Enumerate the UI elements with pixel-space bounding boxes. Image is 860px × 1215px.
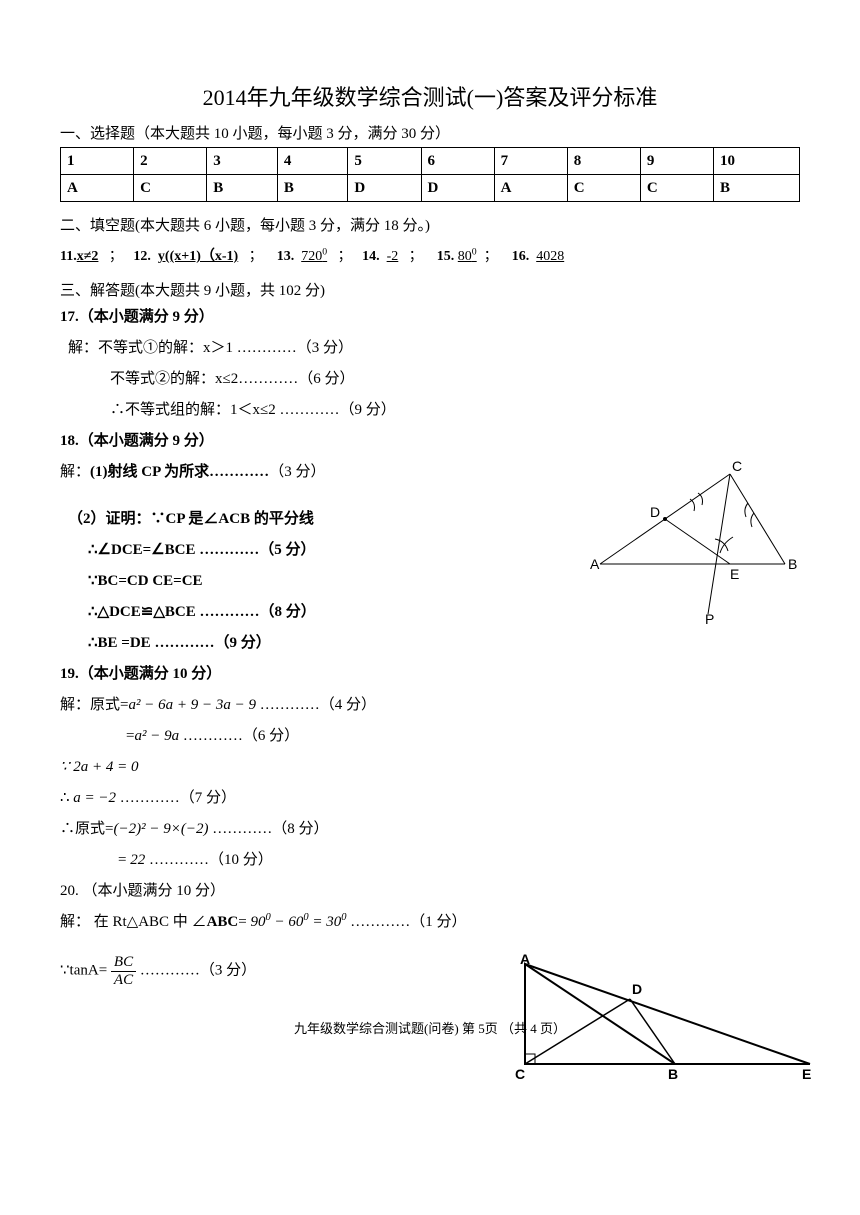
triangle-diagram-icon: A B C D E P	[590, 459, 800, 629]
q20-line: 解： 在 Rt△ABC 中 ∠ABC= 900 − 600 = 300 ……………	[60, 909, 800, 936]
ans-cell: A	[61, 175, 134, 202]
item-num: 15.	[437, 249, 455, 264]
svg-text:C: C	[515, 1066, 525, 1082]
svg-text:A: A	[520, 954, 530, 967]
item-num: 16.	[512, 249, 530, 264]
item-num: 11.	[60, 249, 77, 264]
col-num: 5	[348, 148, 421, 175]
q18-line: ∴BE =DE …………（9 分）	[60, 630, 800, 657]
q18-head: 18.（本小题满分 9 分）	[60, 428, 800, 455]
col-num: 1	[61, 148, 134, 175]
q19-line: ∴ a = −2 …………（7 分）	[60, 785, 800, 812]
svg-text:A: A	[590, 556, 600, 572]
q17-line: ∴不等式组的解：1＜x≤2 …………（9 分）	[60, 397, 800, 424]
col-num: 2	[134, 148, 207, 175]
item-ans: y((x+1)（x-1)	[158, 249, 238, 264]
col-num: 6	[421, 148, 494, 175]
right-triangle-diagram-icon: A B C D E	[480, 954, 820, 1084]
col-num: 3	[207, 148, 278, 175]
section3-heading: 三、解答题(本大题共 9 小题，共 102 分)	[60, 279, 800, 300]
svg-text:B: B	[788, 556, 797, 572]
item-num: 13.	[277, 249, 295, 264]
fraction: BC AC	[111, 954, 136, 988]
q19-line: = 22 …………（10 分）	[60, 847, 800, 874]
item-ans: 7200	[301, 249, 327, 264]
q19-line: ∵ 2a + 4 = 0	[60, 754, 800, 781]
q19-line: ∴原式=(−2)² − 9×(−2) …………（8 分）	[60, 816, 800, 843]
q19-head: 19.（本小题满分 10 分）	[60, 661, 800, 688]
item-ans: 4028	[536, 249, 564, 264]
section1-heading: 一、选择题（本大题共 10 小题，每小题 3 分，满分 30 分）	[60, 122, 800, 143]
item-ans: -2	[387, 249, 399, 264]
q19-line: =a² − 9a …………（6 分）	[60, 723, 800, 750]
ans-cell: C	[640, 175, 713, 202]
section2-heading: 二、填空题(本大题共 6 小题，每小题 3 分，满分 18 分。)	[60, 214, 800, 235]
ans-cell: C	[134, 175, 207, 202]
col-num: 10	[714, 148, 800, 175]
col-num: 7	[494, 148, 567, 175]
svg-text:P: P	[705, 611, 714, 627]
answer-table: 1 2 3 4 5 6 7 8 9 10 A C B B D D A C C B	[60, 147, 800, 202]
ans-cell: D	[421, 175, 494, 202]
q17-line: 不等式②的解：x≤2…………（6 分）	[60, 366, 800, 393]
svg-text:E: E	[802, 1066, 811, 1082]
item-ans: 800	[458, 249, 477, 264]
svg-text:B: B	[668, 1066, 678, 1082]
col-num: 8	[567, 148, 640, 175]
ans-cell: B	[277, 175, 348, 202]
ans-cell: D	[348, 175, 421, 202]
table-row: 1 2 3 4 5 6 7 8 9 10	[61, 148, 800, 175]
col-num: 9	[640, 148, 713, 175]
item-num: 14.	[362, 249, 380, 264]
col-num: 4	[277, 148, 348, 175]
table-row: A C B B D D A C C B	[61, 175, 800, 202]
svg-text:D: D	[632, 981, 642, 997]
page-title: 2014年九年级数学综合测试(一)答案及评分标准	[60, 80, 800, 112]
q19-line: 解：原式=a² − 6a + 9 − 3a − 9 …………（4 分）	[60, 692, 800, 719]
q17-line: 解：不等式①的解：x＞1 …………（3 分）	[60, 335, 800, 362]
q20-head: 20. （本小题满分 10 分）	[60, 878, 800, 905]
ans-cell: C	[567, 175, 640, 202]
item-num: 12.	[133, 249, 151, 264]
svg-text:E: E	[730, 566, 739, 582]
ans-cell: A	[494, 175, 567, 202]
ans-cell: B	[714, 175, 800, 202]
svg-text:D: D	[650, 504, 660, 520]
q17-head: 17.（本小题满分 9 分）	[60, 304, 800, 331]
svg-text:C: C	[732, 459, 742, 474]
fill-answers: 11.x≠2 ； 12. y((x+1)（x-1) ； 13. 7200 ； 1…	[60, 245, 800, 265]
item-ans: x≠2	[77, 249, 99, 264]
ans-cell: B	[207, 175, 278, 202]
